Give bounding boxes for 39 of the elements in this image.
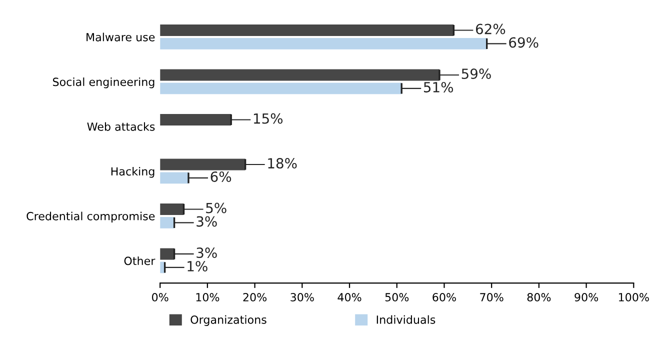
x-tick-label: 100%: [618, 293, 649, 302]
x-tick-label: 70%: [480, 293, 504, 302]
bar: [160, 158, 246, 170]
y-tick-label: Hacking: [111, 166, 154, 178]
bar: [160, 38, 487, 50]
data-label: 59%: [462, 68, 491, 80]
y-tick-label: Malware use: [86, 32, 155, 42]
data-label: 62%: [476, 24, 506, 34]
data-label: 1%: [188, 260, 208, 272]
x-tick-label: 80%: [527, 293, 551, 302]
data-label: 3%: [196, 248, 217, 258]
data-label: 5%: [206, 202, 226, 214]
data-label: 15%: [254, 113, 283, 124]
x-tick-label: 10%: [196, 293, 220, 302]
bar: [160, 24, 454, 36]
data-label: 3%: [196, 216, 217, 227]
x-tick-label: 60%: [432, 293, 456, 302]
data-label: 18%: [268, 158, 297, 169]
legend-label: Individuals: [376, 315, 436, 324]
x-tick-label: 40%: [338, 293, 362, 302]
y-tick-label: Credential compromise: [26, 212, 155, 222]
y-tick-label: Other: [124, 256, 156, 266]
bar: [160, 82, 402, 94]
bar: [160, 172, 188, 184]
x-tick-label: 30%: [290, 293, 314, 302]
bar: [160, 114, 232, 126]
y-tick-label: Social engineering: [52, 77, 154, 88]
bar: [160, 204, 184, 215]
y-tick-label: Web attacks: [87, 122, 155, 131]
data-label: 51%: [424, 82, 454, 92]
bar: [160, 216, 174, 228]
legend-label: Organizations: [190, 315, 266, 326]
x-tick-label: 90%: [574, 293, 598, 302]
x-tick-label: 0%: [152, 293, 168, 302]
bar: [160, 69, 440, 81]
data-label: 69%: [509, 37, 538, 48]
x-tick-label: 20%: [243, 293, 267, 302]
data-label: 6%: [210, 171, 232, 182]
x-tick-label: 50%: [385, 293, 409, 302]
